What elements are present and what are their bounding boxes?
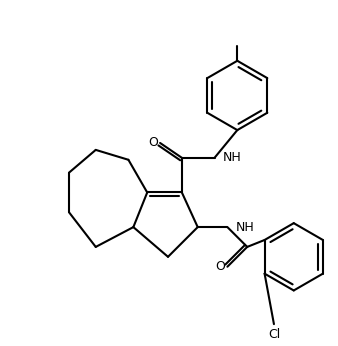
Text: O: O <box>148 136 158 149</box>
Text: Cl: Cl <box>268 328 280 341</box>
Text: NH: NH <box>222 151 241 164</box>
Text: O: O <box>216 260 225 273</box>
Text: NH: NH <box>235 221 254 234</box>
